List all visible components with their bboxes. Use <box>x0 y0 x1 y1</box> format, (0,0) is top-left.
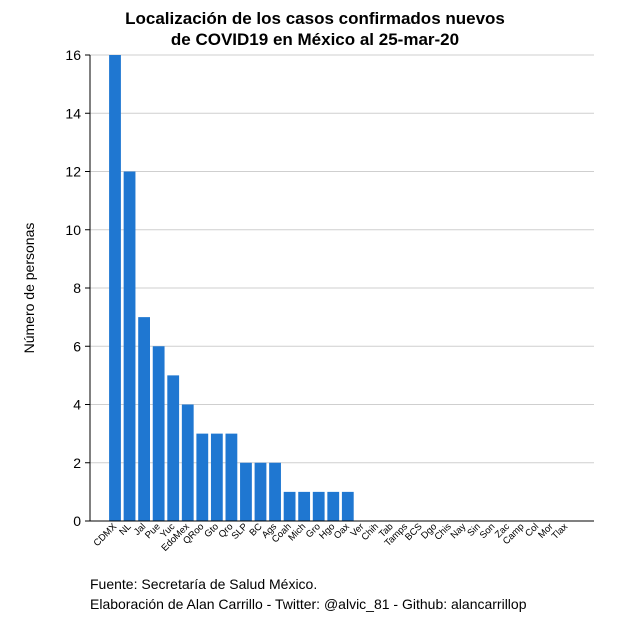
bar <box>123 171 136 521</box>
bar <box>196 433 209 521</box>
bar <box>327 491 340 521</box>
chart-title-line-2: de COVID19 en México al 25-mar-20 <box>171 30 459 49</box>
bar <box>138 317 150 521</box>
bar <box>210 433 223 521</box>
chart-title-line-1: Localización de los casos confirmados nu… <box>125 9 505 28</box>
caption-source: Fuente: Secretaría de Salud México. <box>90 576 318 592</box>
y-tick-label: 12 <box>65 164 81 180</box>
bar <box>240 462 252 521</box>
y-axis-ticks: 0 2 4 6 8 10 12 14 16 <box>65 47 90 529</box>
bar <box>298 491 311 521</box>
bar <box>181 404 194 521</box>
bar <box>269 462 281 521</box>
y-tick-label: 8 <box>73 280 81 296</box>
y-tick-label: 14 <box>65 105 81 121</box>
gridlines <box>90 54 594 464</box>
x-tick-label: CDMX <box>92 521 120 549</box>
bar <box>167 375 180 521</box>
bar <box>312 491 325 521</box>
x-tick-label: Tlax <box>550 521 571 542</box>
y-tick-label: 2 <box>73 455 81 471</box>
y-tick-label: 16 <box>65 47 81 63</box>
y-tick-label: 0 <box>73 513 81 529</box>
bars <box>109 55 354 521</box>
bar <box>109 55 121 521</box>
y-tick-label: 4 <box>73 397 81 413</box>
bar <box>341 491 354 521</box>
bar <box>283 491 296 521</box>
y-tick-label: 10 <box>65 222 81 238</box>
x-tick-label: SLP <box>230 521 250 541</box>
y-axis-label: Número de personas <box>21 223 37 354</box>
chart-title: Localización de los casos confirmados nu… <box>125 9 505 49</box>
bar <box>225 433 238 521</box>
bar <box>152 346 165 521</box>
x-axis-ticks: CDMXNLJalPueYucEdoMexQRooGtoQroSLPBCAgsC… <box>92 521 571 554</box>
y-tick-label: 6 <box>73 338 81 354</box>
bar <box>254 462 267 521</box>
caption-credit: Elaboración de Alan Carrillo - Twitter: … <box>90 596 527 612</box>
